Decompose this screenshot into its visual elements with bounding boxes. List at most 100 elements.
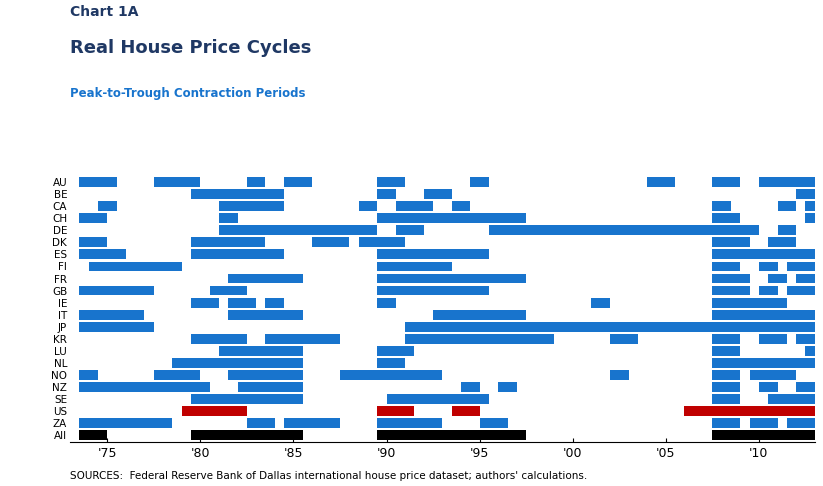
Bar — [750, 370, 796, 380]
Bar — [489, 226, 759, 235]
Bar — [713, 297, 787, 308]
Bar — [759, 286, 778, 295]
Bar — [470, 177, 489, 187]
Bar — [685, 406, 815, 416]
Bar — [79, 322, 154, 331]
Bar — [610, 334, 638, 344]
Bar — [591, 297, 610, 308]
Text: SOURCES:  Federal Reserve Bank of Dallas international house price dataset; auth: SOURCES: Federal Reserve Bank of Dallas … — [70, 471, 587, 481]
Bar — [377, 213, 433, 223]
Bar — [154, 370, 200, 380]
Bar — [796, 334, 815, 344]
Bar — [647, 177, 675, 187]
Bar — [266, 297, 284, 308]
Bar — [713, 274, 750, 283]
Bar — [247, 177, 266, 187]
Bar — [759, 177, 787, 187]
Bar — [377, 430, 526, 440]
Bar — [79, 286, 154, 295]
Text: Chart 1A: Chart 1A — [70, 5, 138, 19]
Bar — [219, 201, 284, 211]
Bar — [424, 189, 452, 199]
Bar — [210, 286, 247, 295]
Bar — [89, 261, 182, 271]
Text: Peak-to-Trough Contraction Periods: Peak-to-Trough Contraction Periods — [70, 87, 305, 101]
Bar — [806, 213, 815, 223]
Bar — [806, 346, 815, 356]
Bar — [377, 358, 405, 368]
Bar — [405, 334, 554, 344]
Bar — [405, 322, 815, 331]
Bar — [713, 394, 740, 404]
Bar — [759, 334, 787, 344]
Bar — [480, 418, 508, 428]
Bar — [219, 226, 377, 235]
Bar — [79, 418, 172, 428]
Bar — [219, 213, 238, 223]
Bar — [377, 297, 396, 308]
Bar — [228, 297, 256, 308]
Bar — [787, 286, 815, 295]
Bar — [787, 177, 815, 187]
Bar — [806, 201, 815, 211]
Bar — [228, 370, 303, 380]
Bar — [377, 406, 415, 416]
Bar — [266, 334, 340, 344]
Bar — [191, 297, 219, 308]
Bar — [713, 177, 740, 187]
Bar — [228, 310, 303, 320]
Bar — [713, 334, 740, 344]
Bar — [191, 238, 266, 247]
Bar — [713, 201, 731, 211]
Bar — [191, 394, 303, 404]
Bar — [377, 274, 526, 283]
Bar — [713, 382, 740, 392]
Bar — [238, 382, 303, 392]
Bar — [79, 238, 107, 247]
Bar — [796, 274, 815, 283]
Bar — [713, 418, 740, 428]
Bar — [377, 346, 415, 356]
Bar — [750, 418, 778, 428]
Bar — [396, 201, 433, 211]
Bar — [359, 238, 405, 247]
Bar — [759, 382, 778, 392]
Bar — [377, 189, 396, 199]
Bar — [359, 201, 377, 211]
Bar — [79, 370, 98, 380]
Bar — [219, 346, 303, 356]
Bar — [79, 430, 107, 440]
Bar — [377, 261, 452, 271]
Bar — [713, 249, 815, 260]
Bar — [284, 418, 340, 428]
Bar — [312, 238, 349, 247]
Bar — [79, 177, 117, 187]
Bar — [759, 261, 778, 271]
Bar — [377, 418, 443, 428]
Bar — [796, 382, 815, 392]
Bar — [79, 310, 145, 320]
Bar — [461, 382, 480, 392]
Bar — [713, 358, 815, 368]
Bar — [768, 238, 796, 247]
Bar — [433, 310, 526, 320]
Bar — [778, 226, 796, 235]
Bar — [713, 310, 815, 320]
Bar — [396, 226, 424, 235]
Bar — [79, 382, 210, 392]
Text: Real House Price Cycles: Real House Price Cycles — [70, 39, 311, 57]
Bar — [377, 249, 489, 260]
Bar — [191, 334, 247, 344]
Bar — [228, 274, 303, 283]
Bar — [768, 274, 787, 283]
Bar — [191, 249, 284, 260]
Bar — [172, 358, 303, 368]
Bar — [713, 370, 740, 380]
Bar — [340, 370, 442, 380]
Bar — [768, 394, 815, 404]
Bar — [377, 177, 405, 187]
Bar — [610, 370, 629, 380]
Bar — [79, 249, 126, 260]
Bar — [191, 189, 284, 199]
Bar — [452, 201, 470, 211]
